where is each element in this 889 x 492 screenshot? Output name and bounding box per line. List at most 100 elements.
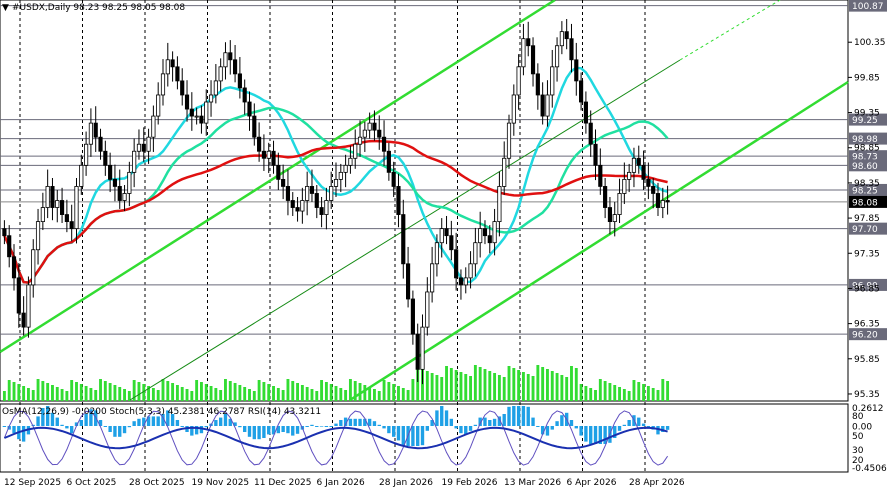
volume-bar xyxy=(84,386,88,401)
level-label-box xyxy=(849,222,887,235)
osma-bar xyxy=(613,426,617,438)
volume-bar xyxy=(190,391,194,401)
candle-body xyxy=(35,221,41,251)
volume-bar xyxy=(382,380,386,401)
osma-bar xyxy=(199,426,204,434)
volume-bar xyxy=(127,391,131,401)
osma-bar xyxy=(166,410,170,426)
osma-bar xyxy=(156,416,160,426)
volume-bar xyxy=(103,381,107,401)
osma-bar xyxy=(252,426,256,440)
volume-bar xyxy=(262,382,266,401)
volume-bar xyxy=(46,383,50,401)
osma-bar xyxy=(151,416,156,426)
candle-body xyxy=(257,136,262,152)
candle-body xyxy=(208,94,214,103)
osma-bar xyxy=(2,426,7,427)
candle-body xyxy=(353,143,358,159)
osma-bar xyxy=(555,421,559,426)
candle-body xyxy=(357,136,363,145)
time-axis: 12 Sep 2025 6 Oct 2025 28 Oct 2025 19 Nov 2… xyxy=(4,478,685,488)
candle-body xyxy=(574,59,579,82)
candle-body xyxy=(502,157,507,187)
candle-body xyxy=(343,164,348,173)
level-label: 100.87 xyxy=(852,2,884,12)
volume-bar xyxy=(637,382,641,401)
y-tick-label: 98.85 xyxy=(854,144,880,154)
level-label-box xyxy=(849,195,887,208)
osma-bar xyxy=(521,406,526,426)
osma-bar xyxy=(497,416,502,426)
volume-bar xyxy=(387,382,391,401)
level-label: 97.70 xyxy=(852,225,878,235)
volume-bar xyxy=(531,376,535,401)
osma-bar xyxy=(502,414,506,426)
volume-bar xyxy=(353,381,357,401)
osma-bar xyxy=(218,417,223,426)
osma-bar xyxy=(435,410,439,426)
y-tick-label: 97.85 xyxy=(854,214,880,224)
y-tick-label: 100.35 xyxy=(854,38,886,48)
osma-bar xyxy=(661,426,665,432)
osma-bar xyxy=(598,426,602,444)
volume-bar xyxy=(469,376,473,401)
osma-bar xyxy=(396,426,401,441)
volume-bar xyxy=(512,368,516,401)
volume-bar xyxy=(421,369,424,401)
ma-red-line xyxy=(3,139,668,284)
candle-body xyxy=(420,326,425,370)
osma-bar xyxy=(483,417,487,426)
osma-bar xyxy=(478,417,482,426)
volume-bar xyxy=(185,389,189,401)
candle-body xyxy=(655,193,661,208)
level-label-box xyxy=(849,159,887,172)
volume-bar xyxy=(320,380,324,401)
candle-body xyxy=(386,150,391,173)
candle-body xyxy=(242,87,247,103)
osma-bar xyxy=(540,426,545,435)
candle-body xyxy=(271,150,276,166)
candle-body xyxy=(612,214,617,223)
x-tick-label: 28 Oct 2025 xyxy=(129,478,185,488)
volume-bar xyxy=(358,383,362,401)
osma-bar xyxy=(276,426,281,434)
candle-body xyxy=(45,186,50,208)
candle-body xyxy=(112,178,118,187)
candle-body xyxy=(175,66,180,82)
candle-body xyxy=(651,186,656,194)
candle-body xyxy=(530,45,536,75)
candle-body xyxy=(21,312,26,328)
chart-header-arrow-icon[interactable]: ▼ xyxy=(2,3,9,13)
candle-body xyxy=(309,186,315,194)
level-label-box xyxy=(849,132,887,145)
candle-body xyxy=(554,45,560,68)
volume-bar xyxy=(142,384,146,401)
candle-body xyxy=(468,263,473,279)
volume-bar xyxy=(589,388,593,401)
candle-body xyxy=(631,157,637,173)
x-tick-label: 6 Jan 2026 xyxy=(317,478,365,488)
volume-bar xyxy=(642,384,646,401)
candle-body xyxy=(521,38,526,68)
osma-bar xyxy=(127,426,132,428)
candle-body xyxy=(156,94,161,117)
osma-bar xyxy=(569,420,574,426)
osma-bar xyxy=(113,426,117,437)
osma-bar xyxy=(45,406,50,426)
volume-bar xyxy=(440,377,444,401)
osma-bar xyxy=(98,420,103,426)
y-tick-label: 96.85 xyxy=(854,284,880,294)
osma-bar xyxy=(440,406,444,426)
volume-bar xyxy=(22,386,26,401)
osma-bar xyxy=(55,417,59,426)
volume-bar xyxy=(594,390,597,401)
candle-body xyxy=(430,263,435,293)
osma-bar xyxy=(348,418,353,426)
volume-bar xyxy=(147,386,151,401)
volume-bar xyxy=(445,366,448,401)
osma-bar xyxy=(382,426,386,429)
level-label: 98.73 xyxy=(852,153,878,163)
osma-bar xyxy=(641,423,646,426)
osma-bar xyxy=(137,418,141,426)
